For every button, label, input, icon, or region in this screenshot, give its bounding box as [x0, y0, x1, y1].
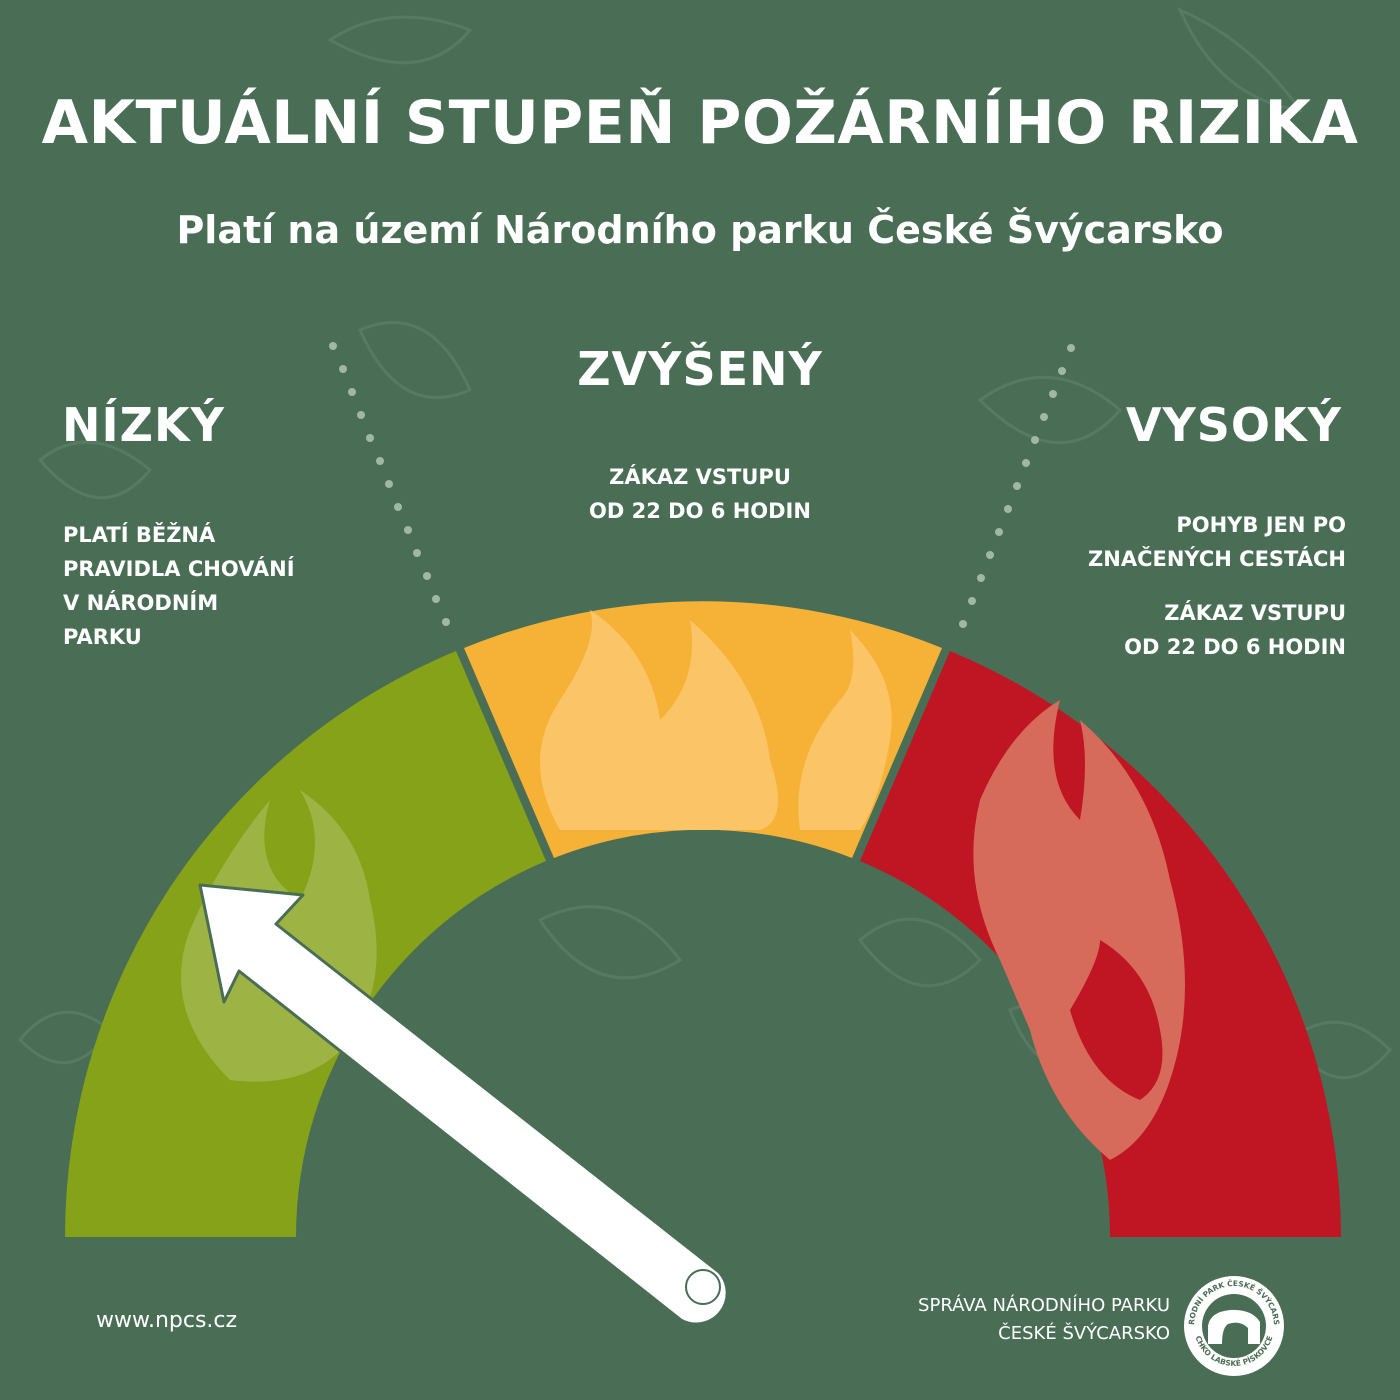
rule-line: OD 22 DO 6 HODIN [589, 499, 811, 523]
rock-arch-icon [1208, 1309, 1260, 1344]
rule-line: PARKU [63, 625, 142, 649]
rule-line: ZÁKAZ VSTUPU [1164, 601, 1346, 625]
page-title: AKTUÁLNÍ STUPEŇ POŽÁRNÍHO RIZIKA [41, 88, 1359, 158]
rule-line: POHYB JEN PO [1176, 513, 1346, 537]
national-park-logo: NÁRODNÍ PARK ČESKÉ ŠVÝCARSKO CHKO LABSKÉ… [1180, 1272, 1284, 1376]
rule-line: ZNAČENÝCH CESTÁCH [1088, 547, 1346, 571]
org-line: SPRÁVA NÁRODNÍHO PARKU [918, 1295, 1170, 1316]
level-label-elevated: ZVÝŠENÝ [577, 342, 823, 396]
flame-icon [540, 610, 778, 830]
rule-line: PLATÍ BĚŽNÁ [63, 523, 216, 547]
rule-text-elevated: ZÁKAZ VSTUPU OD 22 DO 6 HODIN [0, 460, 1400, 528]
rule-line: PRAVIDLA CHOVÁNÍ [63, 557, 295, 581]
gauge-needle [198, 883, 729, 1326]
level-label-high: VYSOKÝ [1125, 398, 1342, 452]
rule-line: OD 22 DO 6 HODIN [1124, 635, 1346, 659]
rule-text-low: PLATÍ BĚŽNÁ PRAVIDLA CHOVÁNÍ V NÁRODNÍM … [63, 518, 363, 654]
website-link[interactable]: www.npcs.cz [96, 1308, 238, 1333]
flame-icon [798, 630, 892, 830]
flame-icon [1070, 940, 1163, 1100]
rule-text-high-1: POHYB JEN PO ZNAČENÝCH CESTÁCH [1088, 508, 1346, 576]
rule-line: V NÁRODNÍM [63, 591, 219, 615]
level-label-low: NÍZKÝ [62, 398, 225, 452]
rule-line: ZÁKAZ VSTUPU [609, 465, 791, 489]
organization-name: SPRÁVA NÁRODNÍHO PARKU ČESKÉ ŠVÝCARSKO [870, 1292, 1170, 1348]
org-line: ČESKÉ ŠVÝCARSKO [998, 1323, 1170, 1344]
rule-text-high-2: ZÁKAZ VSTUPU OD 22 DO 6 HODIN [1124, 596, 1346, 664]
page-subtitle: Platí na území Národního parku České Švý… [176, 208, 1224, 252]
